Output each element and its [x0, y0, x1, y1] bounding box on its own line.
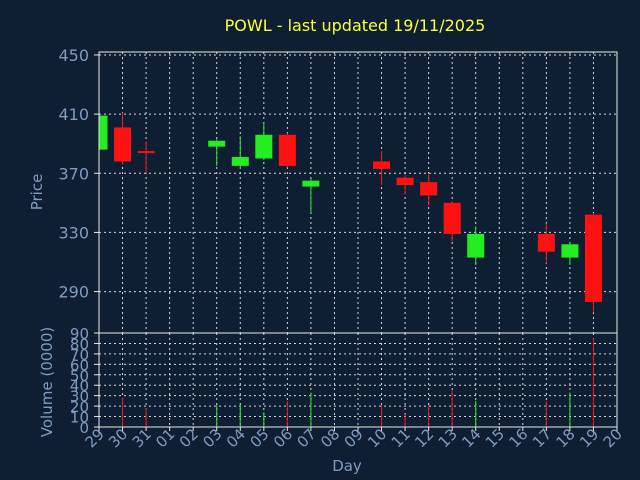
chart-title: POWL - last updated 19/11/2025	[225, 16, 486, 35]
candle-body	[231, 157, 249, 166]
volume-axis-label: Volume (0000)	[38, 327, 56, 437]
price-tick-label: 370	[58, 164, 89, 183]
candle-body	[137, 151, 155, 154]
volume-tick-label: 80	[70, 335, 89, 353]
candle-body	[255, 134, 273, 159]
candle-body	[584, 214, 602, 302]
candle-body	[420, 182, 438, 196]
candle-body	[561, 244, 579, 258]
volume-tick-label: 50	[70, 367, 89, 385]
volume-tick-label: 70	[70, 346, 89, 364]
volume-frame	[98, 332, 618, 428]
candle-body	[537, 233, 555, 252]
volume-tick-label: 60	[70, 356, 89, 374]
volume-tick-label: 10	[70, 409, 89, 427]
candle-body	[114, 127, 132, 162]
candle-body	[208, 140, 226, 147]
candle-body	[443, 202, 461, 234]
x-axis-label: Day	[332, 457, 362, 475]
candlestick-series	[98, 112, 602, 313]
candle-body	[467, 233, 485, 258]
volume-tick-label: 40	[70, 377, 89, 395]
volume-tick-label: 0	[79, 419, 89, 437]
price-grid	[94, 52, 617, 333]
candle-body	[396, 177, 414, 186]
price-tick-labels: 290 330 370 410 450	[58, 46, 89, 302]
price-tick-label: 330	[58, 223, 89, 242]
volume-tick-label: 30	[70, 388, 89, 406]
volume-tick-label: 90	[70, 325, 89, 343]
price-tick-label: 450	[58, 46, 89, 65]
plot-frames	[98, 51, 618, 428]
price-axis-label: Price	[28, 174, 46, 211]
volume-tick-label: 20	[70, 398, 89, 416]
candle-body	[278, 134, 296, 166]
candle-body	[99, 115, 108, 150]
candle-body	[302, 180, 320, 187]
candle-body	[373, 161, 391, 169]
price-tick-label: 290	[58, 283, 89, 302]
price-tick-label: 410	[58, 105, 89, 124]
x-tick-labels: 2930310102030405060708091011121314151617…	[82, 425, 626, 451]
